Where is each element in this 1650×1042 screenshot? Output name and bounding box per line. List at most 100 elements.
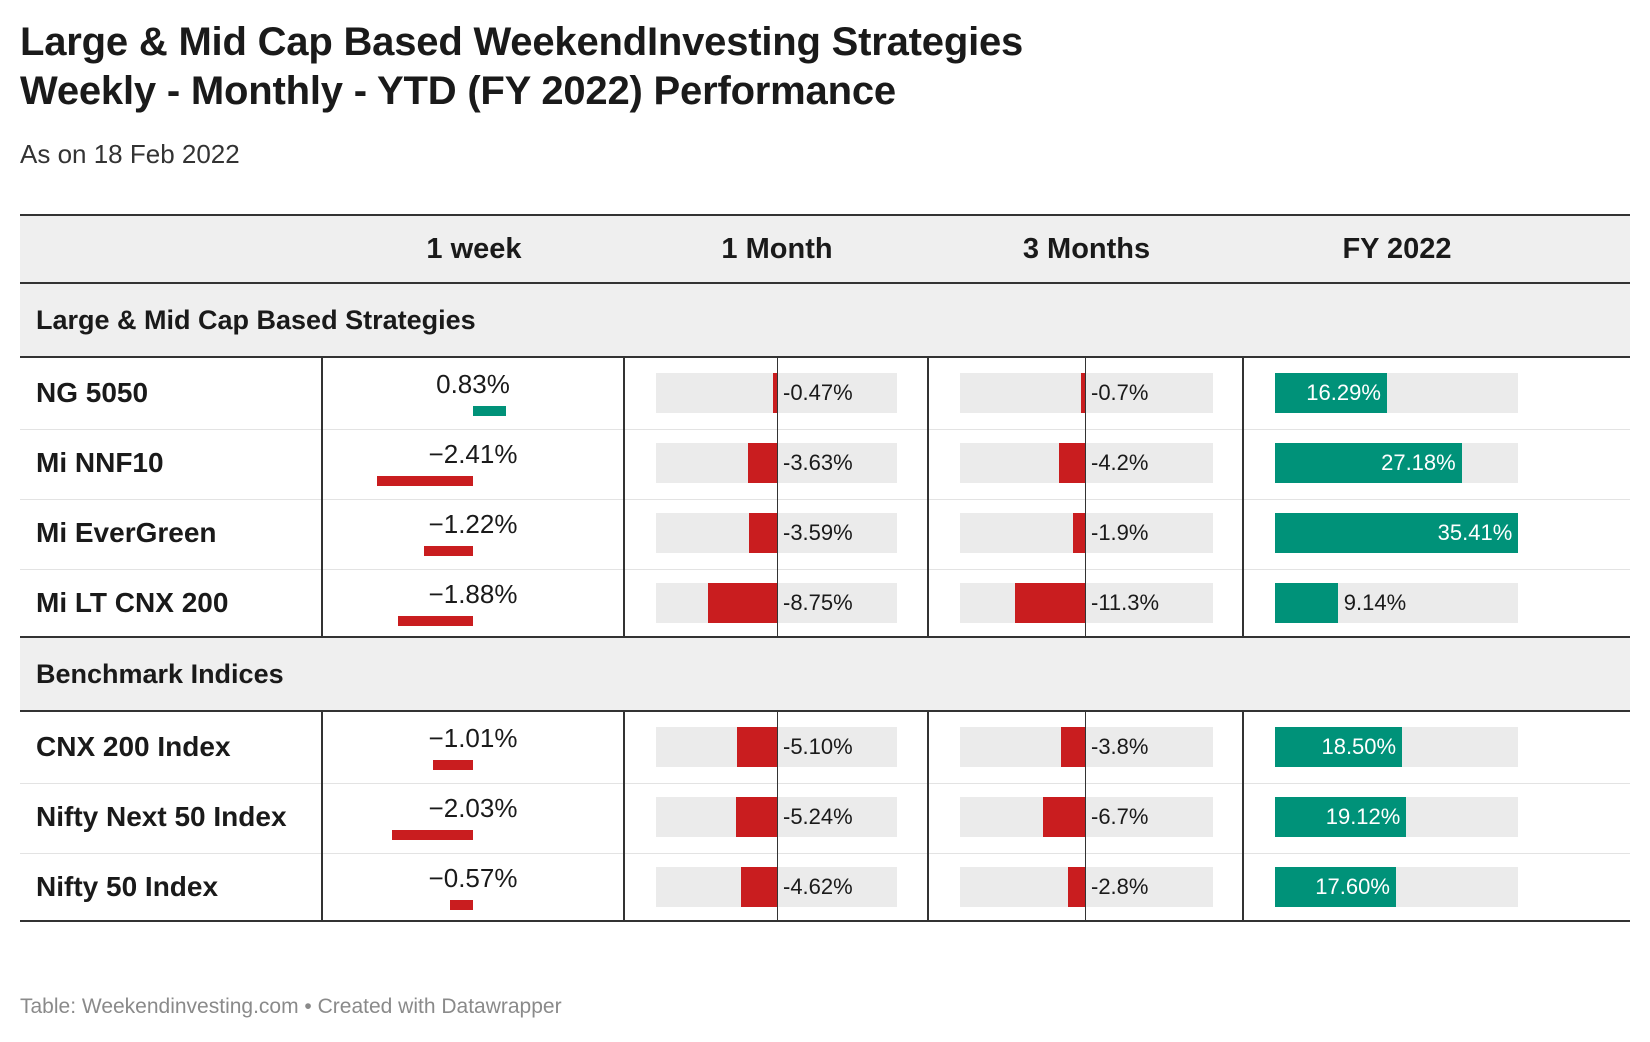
three-month-value-label: -11.3%: [1091, 590, 1160, 615]
table-header: 1 week 1 Month 3 Months FY 2022: [20, 214, 1630, 284]
row-name: NG 5050: [36, 377, 149, 408]
month-bar: [748, 513, 777, 553]
week-bar: [376, 476, 473, 486]
group-label: Benchmark Indices: [36, 659, 284, 689]
week-bar: [397, 616, 473, 626]
week-bar: [424, 546, 473, 556]
three-month-zero-axis: [1085, 710, 1086, 920]
column-header-fy: FY 2022: [1342, 233, 1452, 265]
group-bottom-rule: [20, 920, 1630, 922]
group-header: Benchmark Indices: [20, 638, 1630, 712]
fy-value-label: 35.41%: [1437, 520, 1513, 545]
three-month-bar: [1073, 513, 1085, 553]
column-divider: [927, 710, 929, 920]
title-line-2: Weekly - Monthly - YTD (FY 2022) Perform…: [20, 69, 896, 113]
group-bottom-rule: [20, 636, 1630, 638]
three-month-bar-background: [960, 797, 1213, 837]
three-month-bar-background: [960, 373, 1213, 413]
row-separator: [20, 569, 1630, 570]
week-value-label: −1.22%: [428, 509, 518, 539]
fy-bar: [1275, 867, 1396, 907]
column-divider: [321, 710, 323, 920]
row-name: Nifty Next 50 Index: [36, 801, 287, 832]
row-name: Mi LT CNX 200: [36, 587, 229, 618]
fy-bar: [1275, 727, 1403, 767]
week-value-label: −1.88%: [428, 579, 518, 609]
week-value-label: −2.41%: [428, 439, 518, 469]
month-zero-axis: [777, 356, 778, 636]
week-bar: [450, 900, 473, 910]
row-name: CNX 200 Index: [36, 731, 231, 762]
week-value-label: −2.03%: [428, 793, 518, 823]
fy-bar: [1275, 443, 1462, 483]
row-name: Mi NNF10: [36, 447, 164, 478]
month-bar: [773, 373, 777, 413]
three-month-bar-background: [960, 583, 1213, 623]
column-header-week: 1 week: [426, 233, 522, 265]
three-month-bar-background: [960, 867, 1213, 907]
three-month-bar-background: [960, 443, 1213, 483]
column-header-3months: 3 Months: [1022, 233, 1151, 265]
fy-bar: [1275, 797, 1407, 837]
month-bar: [736, 727, 777, 767]
column-divider: [623, 710, 625, 920]
three-month-bar: [1061, 727, 1085, 767]
title-line-1: Large & Mid Cap Based WeekendInvesting S…: [20, 20, 1024, 64]
three-month-value-label: -1.9%: [1091, 520, 1149, 545]
table-row: Nifty 50 Index: [20, 850, 1630, 924]
subtitle: As on 18 Feb 2022: [20, 139, 240, 169]
three-month-value-label: -0.7%: [1091, 380, 1149, 405]
fy-value-label: 27.18%: [1381, 450, 1456, 475]
month-zero-axis: [777, 710, 778, 920]
group-header: Large & Mid Cap Based Strategies: [20, 284, 1630, 358]
table-row: Mi EverGreen: [20, 496, 1630, 570]
three-month-bar: [1067, 867, 1085, 907]
fy-bar: [1275, 513, 1519, 553]
column-divider: [623, 356, 625, 636]
month-bar: [740, 867, 777, 907]
chart-title: Large & Mid Cap Based WeekendInvesting S…: [20, 18, 1023, 116]
fy-value-label: 9.14%: [1343, 590, 1407, 615]
month-value-label: -4.62%: [783, 874, 853, 899]
three-month-bar: [1014, 583, 1085, 623]
three-month-bar: [1058, 443, 1085, 483]
table-row: Mi LT CNX 200: [20, 566, 1630, 640]
week-bar: [473, 406, 507, 416]
month-value-label: -8.75%: [783, 590, 853, 615]
row-separator: [20, 499, 1630, 500]
month-bar: [735, 797, 777, 837]
week-value-label: 0.83%: [436, 369, 510, 399]
table-row: NG 5050: [20, 356, 1630, 430]
three-month-value-label: -2.8%: [1091, 874, 1149, 899]
footer-credit: Table: Weekendinvesting.com • Created wi…: [20, 995, 562, 1018]
three-month-bar: [1043, 797, 1085, 837]
month-value-label: -5.24%: [783, 804, 853, 829]
fy-bar: [1275, 583, 1338, 623]
row-separator: [20, 783, 1630, 784]
week-bar: [432, 760, 473, 770]
week-value-label: −1.01%: [428, 723, 518, 753]
fy-value-label: 18.50%: [1321, 734, 1397, 759]
month-value-label: -3.59%: [783, 520, 853, 545]
three-month-value-label: -3.8%: [1091, 734, 1149, 759]
month-value-label: -3.63%: [783, 450, 853, 475]
fy-value-label: 17.60%: [1315, 874, 1390, 899]
column-divider: [1242, 710, 1244, 920]
fy-bar: [1275, 373, 1387, 413]
column-header-month: 1 Month: [721, 233, 833, 265]
month-bar: [748, 443, 777, 483]
table-row: CNX 200 Index: [20, 710, 1630, 784]
three-month-bar: [1080, 373, 1085, 413]
row-separator: [20, 429, 1630, 430]
column-divider: [927, 356, 929, 636]
fy-value-label: 16.29%: [1306, 380, 1381, 405]
three-month-zero-axis: [1085, 356, 1086, 636]
three-month-bar-background: [960, 513, 1213, 553]
week-bar: [391, 830, 473, 840]
month-value-label: -0.47%: [783, 380, 853, 405]
month-value-label: -5.10%: [783, 734, 853, 759]
column-divider: [321, 356, 323, 636]
week-value-label: −0.57%: [428, 863, 518, 893]
month-bar: [707, 583, 777, 623]
table-row: Nifty Next 50 Index: [20, 780, 1630, 854]
